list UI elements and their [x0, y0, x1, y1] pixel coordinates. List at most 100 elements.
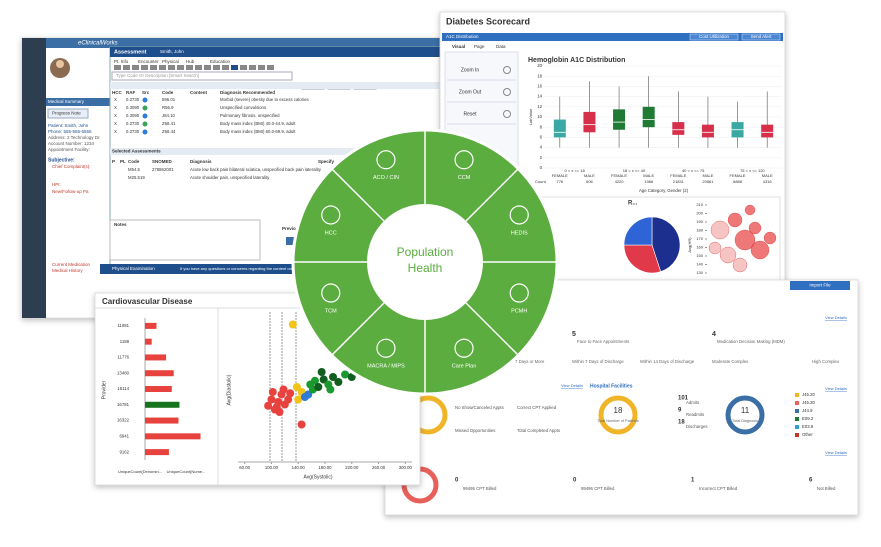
y-tick-label: 16781	[117, 402, 130, 407]
column-header: Code	[128, 159, 140, 164]
menu-item: Physical	[162, 59, 179, 64]
toolbar-icon	[114, 65, 121, 70]
src-icon	[142, 105, 148, 111]
wheel-center: Health	[408, 261, 443, 275]
bubble-decor	[748, 221, 762, 235]
wheel-segment: TCM	[325, 308, 337, 314]
column-header: Diagnosis Recommended	[220, 90, 275, 95]
point	[326, 385, 335, 394]
cell: Pulmonary fibrosis, unspecified	[220, 113, 280, 118]
y-tick-label: 210	[696, 202, 703, 207]
cell: M54.5	[128, 167, 141, 172]
legend-swatch	[795, 433, 799, 437]
bar	[145, 433, 201, 440]
y-tick-label: 15114	[117, 386, 129, 391]
box	[761, 124, 774, 138]
group-label: 75 < x <= 120	[740, 168, 765, 173]
header-button[interactable]: Send Alert	[751, 34, 773, 39]
section: Chief Complaint(s):	[52, 164, 91, 169]
donut	[725, 395, 765, 435]
chart-title: Hemoglobin A1C Distribution	[528, 57, 625, 64]
wheel-center: Population	[397, 245, 454, 259]
y-axis-label: LabValue	[528, 108, 533, 125]
src-icon	[142, 121, 148, 127]
wheel-divider	[465, 168, 519, 222]
segment-icon	[454, 150, 474, 170]
bar	[145, 386, 172, 392]
count-cell: 776	[556, 179, 563, 184]
section: Current Medication	[52, 262, 91, 267]
search-box[interactable]: Type Code Or Description [Smart Search]	[116, 73, 199, 78]
cell: Z68.41	[162, 121, 176, 126]
toolbar-icon	[177, 65, 184, 70]
x-tick-label: MALE	[762, 173, 773, 178]
metric-label: Admits	[686, 400, 699, 405]
y-tick-label: 16	[537, 84, 542, 89]
point	[288, 320, 297, 329]
wheel-segment: MACRA / MIPS	[367, 364, 405, 370]
point	[297, 420, 306, 429]
tab: Medical Summary	[48, 99, 85, 104]
x-axis-label: UniqueCount(Nume...	[167, 469, 206, 474]
cell: Morbid (severe) obesity due to excess ca…	[220, 97, 309, 102]
patient-info: Address: 2 Technology Dr	[48, 135, 100, 140]
y-tick-label: 130	[696, 270, 703, 275]
cell: 0.3090	[126, 105, 140, 110]
count-cell: 606	[586, 179, 593, 184]
column-header: Specify	[318, 159, 335, 164]
metric-value: 0	[455, 478, 459, 484]
metric-label: Moderate Complex	[712, 359, 749, 364]
count-cell: 6888	[733, 179, 743, 184]
point	[319, 375, 328, 384]
point	[310, 376, 319, 385]
x-tick-label: 100.00	[265, 465, 279, 470]
metric-value: 6	[809, 478, 813, 484]
y-tick-label: 20	[537, 63, 542, 68]
y-tick-label: 200	[696, 211, 703, 216]
y-tick-label: 160	[696, 245, 703, 250]
wheel-divider	[331, 168, 385, 222]
metric-label: Medication Decision Making (MDM)	[717, 339, 785, 344]
toolbar-icon	[204, 65, 211, 70]
point	[272, 403, 281, 411]
patient-info: Account Number: 1234	[48, 141, 95, 146]
physical-tab[interactable]: Physical Examination	[112, 266, 155, 271]
y-tick-label: 13480	[117, 370, 130, 375]
y-tick-label: 16322	[117, 418, 130, 423]
donut-label: Total Diagnosis	[732, 419, 758, 423]
metric-value: 101	[678, 396, 689, 402]
x-tick-label: FEMALE	[730, 173, 746, 178]
toolbar-icon	[240, 65, 247, 70]
y-tick-label: 190	[696, 219, 703, 224]
cell: X	[114, 105, 117, 110]
toolbar-icon	[168, 65, 175, 70]
header-button[interactable]: Cost Utilization	[699, 34, 730, 39]
cell: Acute low back pain bilateral sciatica, …	[190, 167, 322, 172]
cell: 0.2730	[126, 121, 140, 126]
toolbar-icon	[231, 65, 238, 70]
window-patient: Smith, John	[160, 49, 184, 54]
point	[314, 383, 323, 391]
window-title: Assessment	[114, 49, 147, 55]
import-button[interactable]: Import File	[809, 283, 831, 288]
count-cell: 1988	[644, 179, 654, 184]
pie-slice	[623, 216, 653, 246]
bar	[145, 401, 180, 408]
legend-label: E09.2	[802, 416, 814, 421]
point	[317, 368, 326, 376]
metric-label: Not Billed	[817, 486, 836, 491]
tool-icon	[503, 88, 511, 96]
wheel-segment: HEDIS	[511, 230, 528, 236]
box	[701, 124, 714, 138]
column-header: PL	[120, 159, 126, 164]
y-tick-label: 2	[540, 155, 543, 160]
tool-icon	[503, 110, 511, 118]
y-tick-label: 150	[696, 253, 703, 258]
point	[341, 370, 350, 379]
section: HPI:	[52, 182, 61, 187]
link: View Details	[825, 450, 847, 455]
x-axis-label: UniqueCount(Denomin...	[118, 469, 162, 474]
y-axis-label: Provider	[101, 380, 107, 399]
diabetes-panel: Diabetes Scorecard A1C Distribution Cost…	[439, 11, 786, 297]
